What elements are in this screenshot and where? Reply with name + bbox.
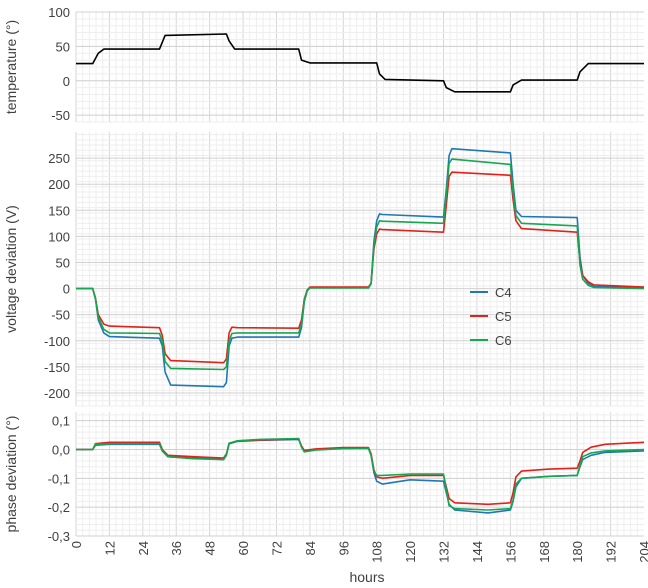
- x-tick-label: 60: [236, 541, 251, 555]
- x-tick-label: 144: [470, 541, 485, 563]
- voltage-series: [76, 147, 645, 388]
- series-line-temperature: [76, 33, 644, 93]
- y-tick-label: 150: [48, 203, 70, 218]
- x-tick-label: 96: [336, 541, 351, 555]
- temperature-y-ticks: 100 50 0 -50: [48, 5, 70, 123]
- x-tick-label: 180: [570, 541, 585, 563]
- x-tick-label: 120: [403, 541, 418, 563]
- y-tick-label: 100: [48, 229, 70, 244]
- x-tick-label: 168: [537, 541, 552, 563]
- x-tick-label: 12: [102, 541, 117, 555]
- phase-y-ticks: 0,1 0,0 -0,1 -0,2 -0,3: [48, 414, 70, 544]
- x-tick-label: 0: [69, 541, 84, 548]
- y-tick-label: -150: [44, 360, 70, 375]
- y-tick-label: 50: [56, 255, 70, 270]
- x-tick-label: 132: [437, 541, 452, 563]
- legend-label-c4: C4: [495, 285, 512, 300]
- phase-panel: 0,1 0,0 -0,1 -0,2 -0,3 phase deviation (°): [3, 412, 645, 544]
- series-line-c6: [76, 158, 645, 371]
- series-line-c6: [76, 437, 645, 511]
- x-axis-title: hours: [349, 569, 384, 585]
- phase-grid: [75, 412, 644, 537]
- series-line-c5: [76, 171, 645, 364]
- y-tick-label: -200: [44, 386, 70, 401]
- temperature-axis-title: temperature (°): [3, 20, 19, 114]
- y-tick-label: 0,1: [52, 414, 70, 429]
- y-tick-label: 50: [56, 39, 70, 54]
- voltage-y-ticks: 250 200 150 100 50 0 -50 -100 -150 -200: [44, 151, 70, 401]
- legend-item-c6: C6: [470, 333, 512, 348]
- x-tick-label: 24: [136, 541, 151, 555]
- x-axis-ticks: 0 12 24 36 48 60 72 84 96 108 120 132 144 156 168 180 19…: [69, 541, 648, 563]
- legend-item-c5: C5: [470, 309, 512, 324]
- x-tick-label: 72: [269, 541, 284, 555]
- temperature-series: [76, 33, 644, 93]
- phase-series: [76, 437, 645, 514]
- voltage-panel: 250 200 150 100 50 0 -50 -100 -150 -200 voltage d…: [3, 132, 645, 407]
- y-tick-label: 100: [48, 5, 70, 20]
- temperature-grid: [75, 11, 644, 123]
- y-tick-label: -0,2: [48, 500, 70, 515]
- y-tick-label: 200: [48, 177, 70, 192]
- legend-label-c6: C6: [495, 333, 512, 348]
- x-tick-label: 108: [370, 541, 385, 563]
- x-tick-label: 204: [637, 541, 648, 563]
- y-tick-label: 0: [63, 74, 70, 89]
- x-tick-label: 192: [604, 541, 619, 563]
- voltage-grid: [75, 132, 644, 407]
- legend-label-c5: C5: [495, 309, 512, 324]
- x-tick-label: 48: [203, 541, 218, 555]
- y-tick-label: 0,0: [52, 442, 70, 457]
- y-tick-label: -100: [44, 334, 70, 349]
- voltage-axis-title: voltage deviation (V): [3, 205, 19, 333]
- x-tick-label: 156: [503, 541, 518, 563]
- y-tick-label: -50: [51, 108, 70, 123]
- y-tick-label: -0,1: [48, 471, 70, 486]
- temperature-panel: 100 50 0 -50 temperature (°): [3, 5, 644, 123]
- y-tick-label: 0: [63, 282, 70, 297]
- x-tick-label: 84: [303, 541, 318, 555]
- y-tick-label: -0,3: [48, 529, 70, 544]
- x-tick-label: 36: [169, 541, 184, 555]
- y-tick-label: 250: [48, 151, 70, 166]
- legend: C4 C5 C6: [470, 285, 512, 348]
- y-tick-label: -50: [51, 308, 70, 323]
- legend-item-c4: C4: [470, 285, 512, 300]
- phase-axis-title: phase deviation (°): [3, 416, 19, 533]
